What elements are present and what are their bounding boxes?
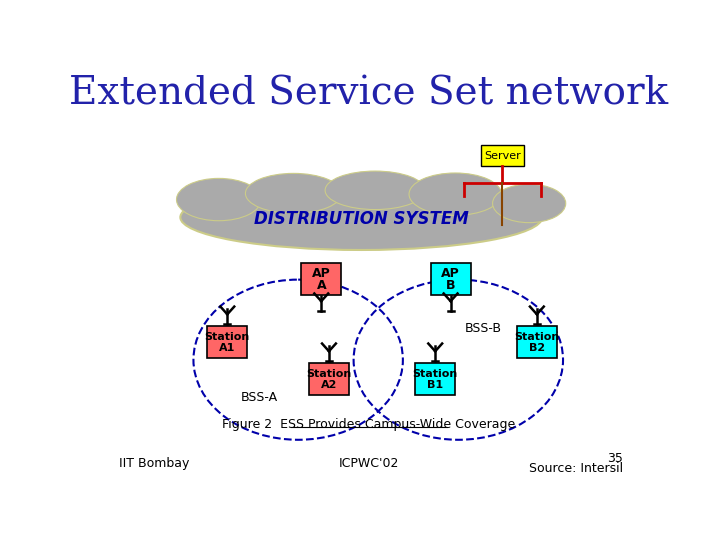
Text: BSS-A: BSS-A <box>241 391 278 404</box>
Text: B1: B1 <box>427 380 444 390</box>
Text: Station: Station <box>514 332 559 342</box>
Text: 35: 35 <box>607 452 623 465</box>
Text: Station: Station <box>306 369 351 379</box>
Text: Station: Station <box>204 332 250 342</box>
Ellipse shape <box>492 184 566 222</box>
Ellipse shape <box>409 173 501 215</box>
FancyBboxPatch shape <box>517 326 557 358</box>
Ellipse shape <box>176 178 261 221</box>
Ellipse shape <box>325 171 426 210</box>
Text: Figure 2  ESS Provides Campus-Wide Coverage: Figure 2 ESS Provides Campus-Wide Covera… <box>222 418 516 431</box>
FancyBboxPatch shape <box>481 145 523 166</box>
Text: A1: A1 <box>219 343 235 353</box>
Text: DISTRIBUTION SYSTEM: DISTRIBUTION SYSTEM <box>254 210 469 228</box>
FancyBboxPatch shape <box>207 326 248 358</box>
FancyBboxPatch shape <box>309 363 349 395</box>
Ellipse shape <box>246 173 342 213</box>
Text: Source: Intersil: Source: Intersil <box>529 462 623 475</box>
Text: A: A <box>317 279 326 292</box>
Text: A2: A2 <box>321 380 337 390</box>
Ellipse shape <box>180 185 542 250</box>
FancyBboxPatch shape <box>415 363 455 395</box>
Text: ICPWC'02: ICPWC'02 <box>339 457 399 470</box>
Text: B: B <box>446 279 455 292</box>
Text: B2: B2 <box>528 343 545 353</box>
Text: Extended Service Set network: Extended Service Set network <box>69 76 669 112</box>
Text: AP: AP <box>312 267 330 280</box>
FancyBboxPatch shape <box>431 262 471 295</box>
Text: Station: Station <box>413 369 458 379</box>
Text: BSS-B: BSS-B <box>464 322 501 335</box>
Text: AP: AP <box>441 267 460 280</box>
Text: Server: Server <box>484 151 521 161</box>
Text: IIT Bombay: IIT Bombay <box>119 457 189 470</box>
FancyBboxPatch shape <box>301 262 341 295</box>
